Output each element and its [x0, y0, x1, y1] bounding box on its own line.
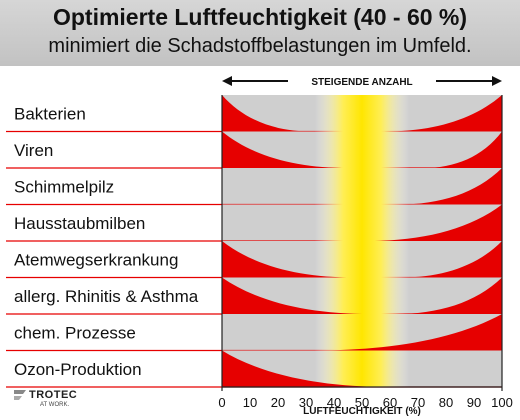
- x-tick-label: 20: [271, 395, 285, 410]
- category-label: allerg. Rhinitis & Asthma: [14, 287, 199, 306]
- risk-area-low: [222, 241, 354, 278]
- x-tick-label: 60: [383, 395, 397, 410]
- x-tick-label: 70: [411, 395, 425, 410]
- x-tick-label: 90: [467, 395, 481, 410]
- top-label: STEIGENDE ANZAHL: [311, 77, 412, 88]
- risk-area-low: [222, 350, 390, 387]
- x-axis-label: LUFTFEUCHTIGKEIT (%): [303, 406, 421, 417]
- category-label: Schimmelpilz: [14, 177, 114, 196]
- logo-tagline: AT WORK.: [40, 402, 70, 408]
- category-label: Viren: [14, 141, 53, 160]
- risk-area-low: [222, 277, 371, 314]
- risk-area-high: [423, 131, 502, 168]
- chart-subtitle: minimiert die Schadstoffbelastungen im U…: [48, 35, 472, 57]
- x-tick-label: 0: [218, 395, 225, 410]
- top-label-bg: [288, 74, 436, 88]
- risk-area-high: [395, 277, 502, 314]
- x-tick-label: 10: [243, 395, 257, 410]
- x-tick-label: 100: [491, 395, 513, 410]
- category-label: Bakterien: [14, 104, 86, 123]
- x-tick-label: 40: [327, 395, 341, 410]
- top-arrow-right-head: [492, 76, 502, 86]
- risk-areas: [222, 95, 502, 387]
- category-label: Ozon-Produktion: [14, 360, 142, 379]
- risk-area-low: [222, 95, 312, 132]
- risk-area-high: [384, 95, 502, 132]
- chart-title: Optimierte Luftfeuchtigkeit (40 - 60 %): [52, 4, 468, 30]
- risk-area-low: [222, 131, 348, 168]
- x-tick-label: 30: [299, 395, 313, 410]
- top-label-group: STEIGENDE ANZAHL: [222, 74, 502, 88]
- risk-area-high: [398, 168, 502, 205]
- category-label: Hausstaubmilben: [14, 214, 145, 233]
- x-tick-label: 50: [355, 395, 369, 410]
- risk-area-high: [401, 241, 502, 278]
- x-axis: 0 10 20 30 40 50 60 70 80 90 100: [218, 95, 513, 410]
- logo-text: TROTEC: [29, 389, 78, 401]
- logo-mark-icon: [14, 390, 26, 400]
- category-label: Atemwegserkrankung: [14, 250, 178, 269]
- x-tick-label: 80: [439, 395, 453, 410]
- risk-area-high: [314, 314, 502, 351]
- category-labels: Bakterien Viren Schimmelpilz Hausstaubmilbe…: [14, 104, 199, 379]
- title-band: Optimierte Luftfeuchtigkeit (40 - 60 %) …: [0, 0, 520, 66]
- category-label: chem. Prozesse: [14, 323, 136, 342]
- top-arrow-left-head: [222, 76, 232, 86]
- risk-area-high: [367, 204, 502, 241]
